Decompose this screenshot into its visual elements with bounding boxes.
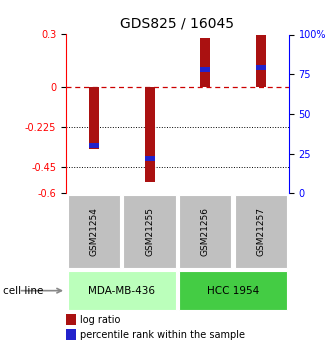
FancyBboxPatch shape: [179, 195, 231, 268]
Text: GSM21256: GSM21256: [201, 207, 210, 256]
Bar: [145, 156, 154, 161]
Bar: [256, 65, 266, 70]
FancyBboxPatch shape: [123, 195, 176, 268]
Text: GSM21257: GSM21257: [256, 207, 265, 256]
Bar: [200, 67, 210, 72]
FancyBboxPatch shape: [68, 195, 120, 268]
FancyBboxPatch shape: [179, 271, 287, 310]
Bar: [89, 143, 99, 148]
Text: GSM21254: GSM21254: [89, 207, 98, 256]
FancyBboxPatch shape: [68, 271, 176, 310]
Text: HCC 1954: HCC 1954: [207, 286, 259, 296]
Title: GDS825 / 16045: GDS825 / 16045: [120, 17, 234, 31]
Text: GSM21255: GSM21255: [145, 207, 154, 256]
Bar: [145, 87, 154, 182]
Bar: [256, 36, 266, 87]
Bar: [89, 87, 99, 149]
FancyBboxPatch shape: [235, 195, 287, 268]
Text: cell line: cell line: [3, 286, 44, 296]
Bar: [66, 314, 76, 325]
Text: log ratio: log ratio: [81, 315, 121, 325]
Bar: [200, 38, 210, 87]
Bar: [66, 329, 76, 340]
Text: MDA-MB-436: MDA-MB-436: [88, 286, 155, 296]
Text: percentile rank within the sample: percentile rank within the sample: [81, 329, 246, 339]
